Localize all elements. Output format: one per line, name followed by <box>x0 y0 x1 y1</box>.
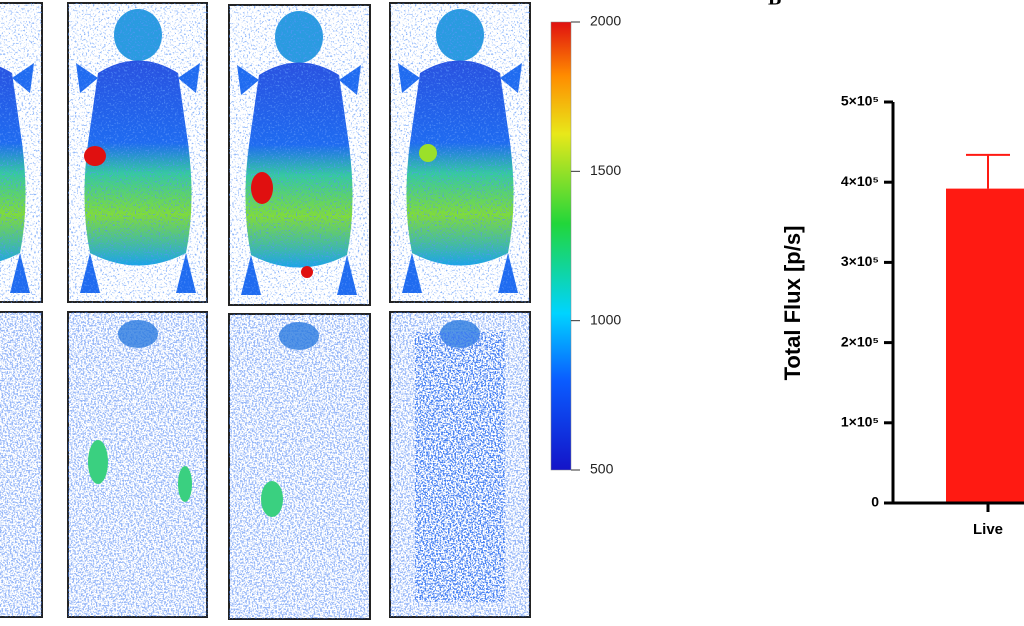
bar <box>946 188 1024 503</box>
imaging-panels <box>0 2 531 620</box>
colorbar <box>550 21 572 471</box>
y-tick-label: 1×10⁵ <box>841 414 879 430</box>
colorbar-tick-label: 1000 <box>590 311 621 327</box>
y-tick-label: 5×10⁵ <box>841 93 879 109</box>
y-tick-label: 4×10⁵ <box>841 173 879 189</box>
y-tick-label: 2×10⁵ <box>841 333 879 349</box>
colorbar-tick-label: 2000 <box>590 13 621 29</box>
x-tick-label: Live <box>973 521 1003 538</box>
y-tick-label: 3×10⁵ <box>841 253 879 269</box>
colorbar-tick-label: 500 <box>590 461 614 477</box>
y-axis-label: Total Flux [p/s] <box>780 226 805 381</box>
charts: 500 1000 1500 2000 B Total Flux [p/s] Live 0 1×1… <box>550 0 1024 538</box>
colorbar-tick-label: 1500 <box>590 162 621 178</box>
panel-label: B <box>768 0 781 10</box>
y-tick-label: 0 <box>871 494 879 510</box>
